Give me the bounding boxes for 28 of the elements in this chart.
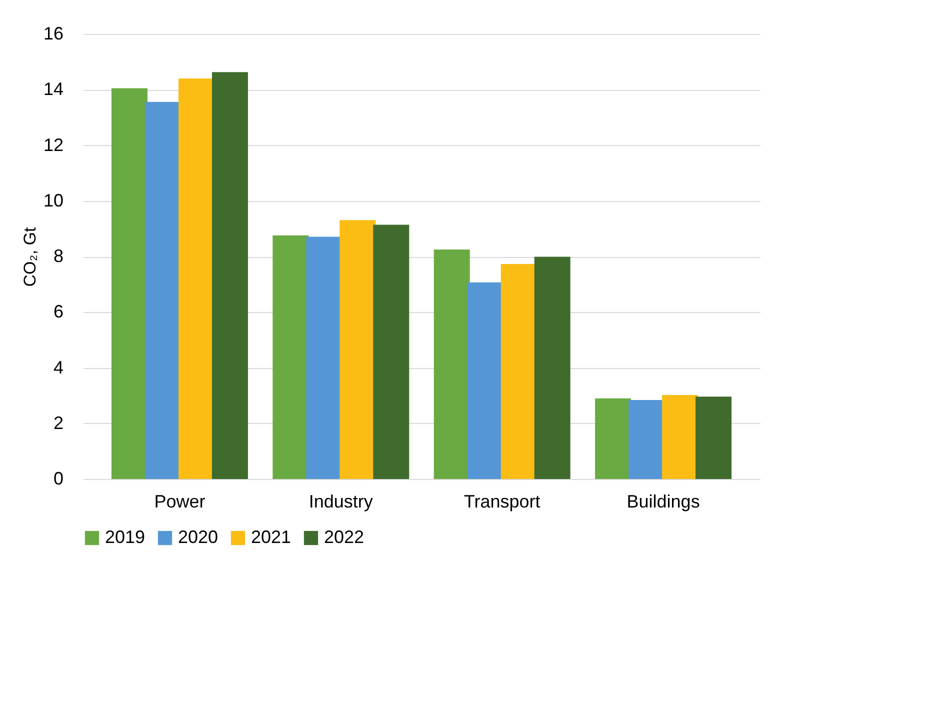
y-tick-label: 4	[53, 357, 64, 378]
bar	[340, 220, 376, 479]
bar	[595, 398, 632, 479]
x-tick-label: Power	[154, 492, 206, 512]
legend-label: 2019	[105, 527, 146, 547]
legend-label: 2021	[251, 527, 292, 547]
bar	[272, 235, 309, 479]
bar	[373, 224, 410, 479]
y-tick-label: 14	[43, 79, 64, 100]
bar	[212, 72, 248, 479]
bar	[434, 250, 470, 479]
y-tick-label: 10	[43, 190, 64, 210]
x-tick-label: Transport	[464, 492, 540, 512]
y-tick-label: 2	[53, 412, 64, 433]
bar	[696, 396, 732, 479]
x-tick-label: Buildings	[626, 492, 700, 512]
legend-label: 2020	[178, 527, 218, 547]
bar	[111, 88, 148, 479]
legend-label: 2022	[324, 527, 364, 547]
y-tick-label: 8	[53, 246, 64, 266]
bar	[662, 395, 698, 479]
x-tick-label: Industry	[308, 492, 373, 512]
y-tick-label: 6	[53, 302, 64, 322]
y-tick-label: 12	[43, 134, 64, 155]
y-tick-label: 0	[53, 468, 64, 488]
y-tick-label: 16	[43, 24, 64, 44]
bar	[534, 256, 570, 479]
y-axis-title: CO₂, Gt	[20, 226, 40, 287]
